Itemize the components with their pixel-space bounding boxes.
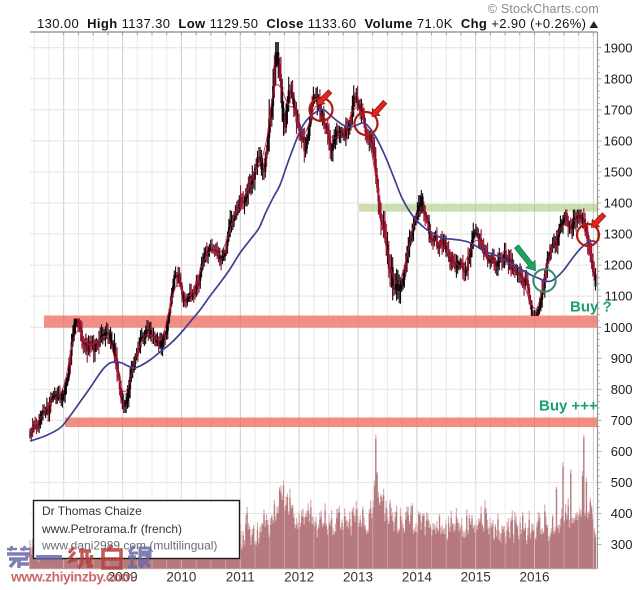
svg-text:www.Petrorama.fr (french): www.Petrorama.fr (french)	[41, 522, 182, 536]
svg-text:www.dani2989.com (multilingual: www.dani2989.com (multilingual)	[41, 539, 217, 553]
svg-text:1700: 1700	[604, 102, 633, 117]
svg-text:2013: 2013	[343, 570, 373, 585]
svg-text:1500: 1500	[604, 165, 633, 180]
svg-text:2016: 2016	[519, 570, 549, 585]
svg-text:2014: 2014	[402, 570, 433, 585]
svg-text:300: 300	[611, 537, 633, 552]
svg-text:2009: 2009	[108, 570, 138, 585]
svg-text:Buy +++: Buy +++	[539, 398, 598, 415]
svg-text:1300: 1300	[604, 227, 633, 242]
svg-text:600: 600	[611, 444, 633, 459]
svg-text:1000: 1000	[604, 320, 633, 335]
svg-text:1400: 1400	[604, 196, 633, 211]
svg-text:1600: 1600	[604, 134, 633, 149]
svg-text:900: 900	[611, 351, 633, 366]
svg-text:2012: 2012	[284, 570, 314, 585]
svg-text:700: 700	[611, 413, 633, 428]
svg-text:Buy ?: Buy ?	[570, 299, 612, 316]
svg-text:1200: 1200	[604, 258, 633, 273]
svg-text:2015: 2015	[461, 570, 491, 585]
svg-text:130.00 High 1137.30 Low 1129: 130.00 High 1137.30 Low 1129.50 Close 11…	[37, 16, 586, 31]
svg-text:800: 800	[611, 382, 633, 397]
svg-text:400: 400	[611, 506, 633, 521]
svg-text:2010: 2010	[166, 570, 196, 585]
svg-text:© StockCharts.com: © StockCharts.com	[488, 2, 599, 16]
svg-text:1800: 1800	[604, 71, 633, 86]
svg-text:www.zhiyinzby.com: www.zhiyinzby.com	[10, 569, 133, 585]
svg-text:2011: 2011	[226, 570, 255, 585]
svg-text:500: 500	[611, 475, 633, 490]
svg-text:1900: 1900	[604, 40, 633, 55]
svg-text:1100: 1100	[605, 289, 633, 304]
svg-text:Dr Thomas Chaize: Dr Thomas Chaize	[42, 504, 142, 518]
